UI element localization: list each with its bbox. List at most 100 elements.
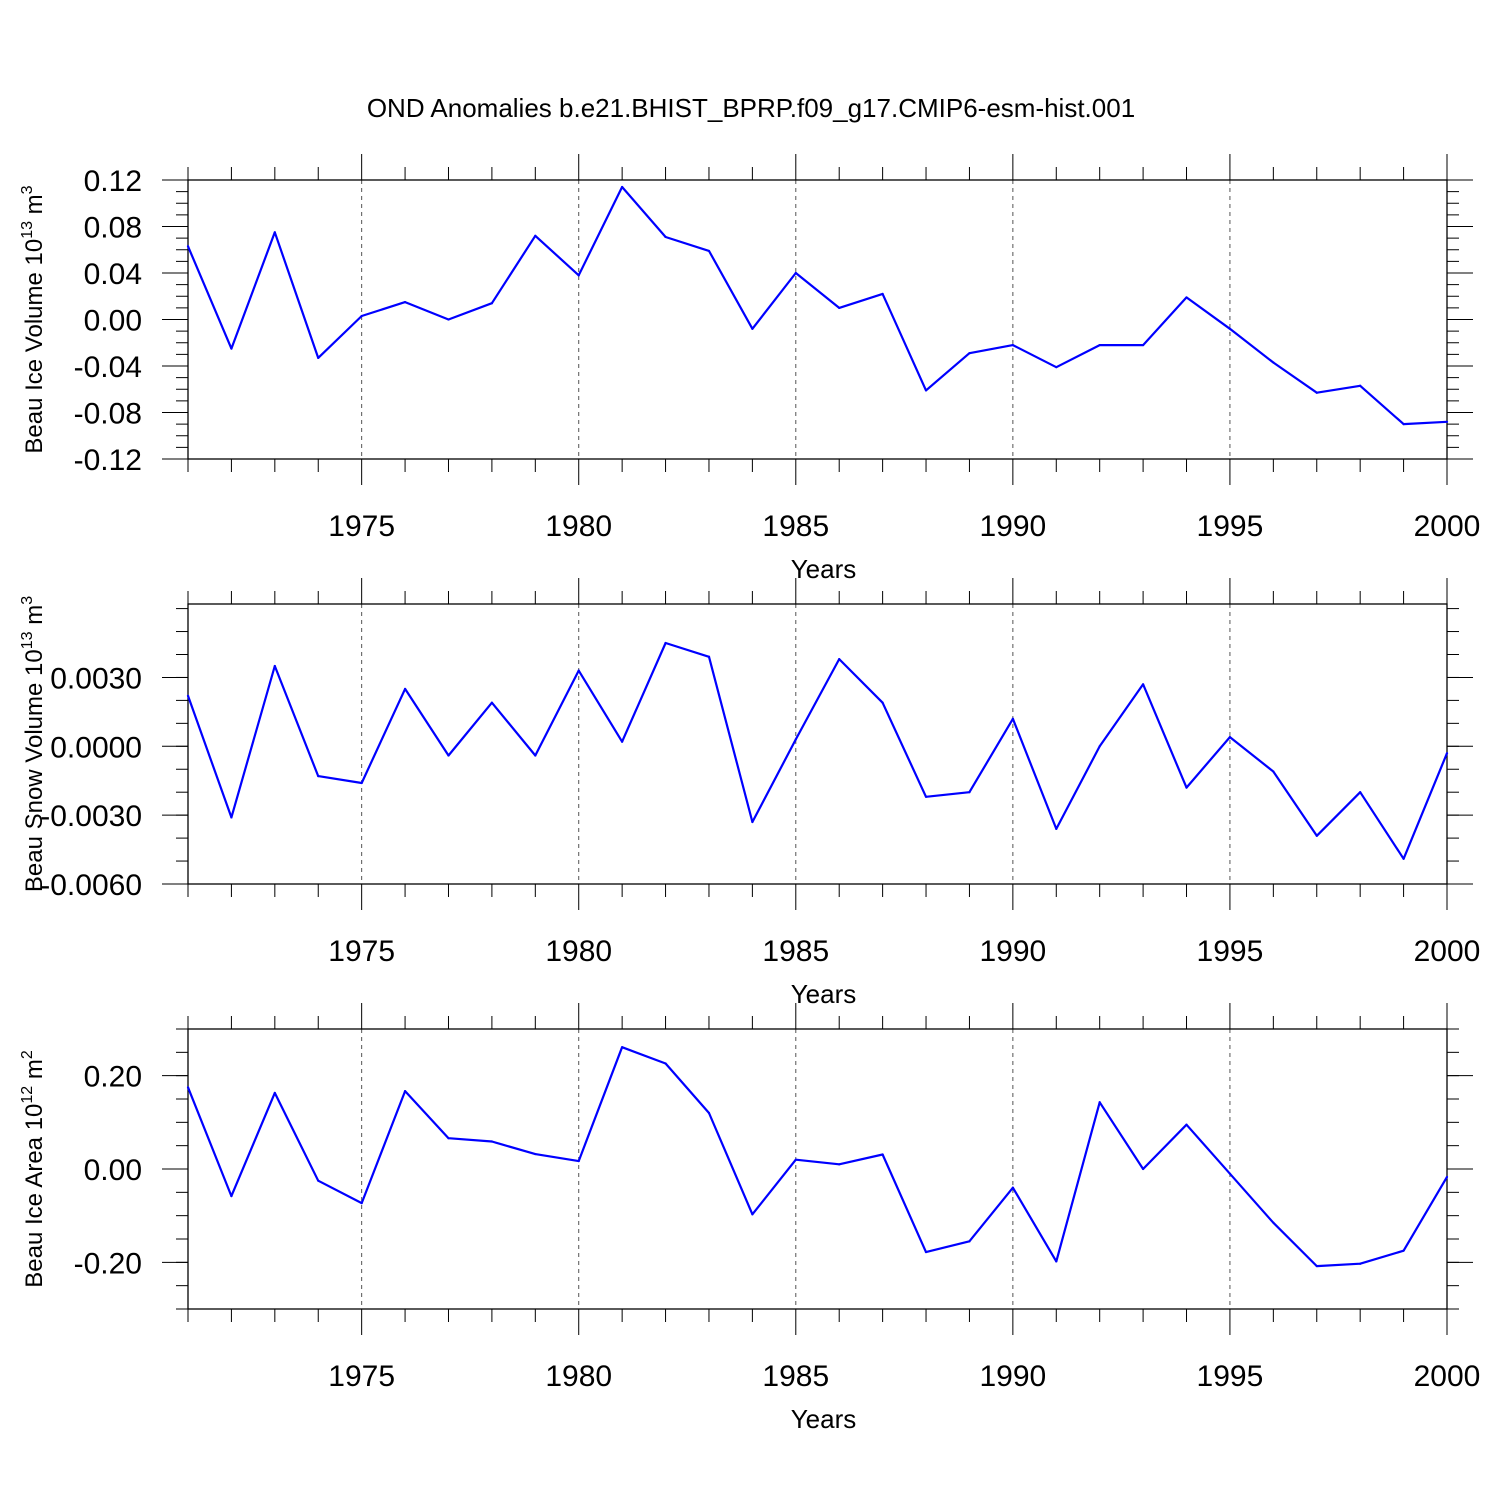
data-point bbox=[881, 292, 884, 296]
data-point bbox=[186, 1086, 190, 1089]
data-point bbox=[403, 687, 407, 691]
chart-panel-3: 1975 1980 1985 1990 1995 2000 -0.20 0.00 0.20 Yea… bbox=[19, 1003, 1480, 1434]
y-axis-label: Beau Ice Volume 1013 m3 bbox=[19, 185, 48, 453]
y-axis-label-unit: m bbox=[21, 1059, 48, 1086]
y-axis-label-exponent: 13 bbox=[19, 631, 36, 649]
data-point bbox=[1272, 361, 1275, 364]
y-axis-label: Beau Ice Area 1012 m2 bbox=[19, 1050, 48, 1288]
data-point bbox=[968, 791, 971, 794]
x-axis-label: Years bbox=[791, 979, 857, 1009]
x-tick-label: 1990 bbox=[979, 510, 1046, 543]
data-point bbox=[1142, 1167, 1145, 1171]
data-point bbox=[447, 318, 450, 321]
data-point bbox=[751, 820, 754, 824]
data-point bbox=[621, 740, 624, 743]
data-point bbox=[1055, 827, 1058, 831]
y-tick-label: 0.00 bbox=[84, 305, 142, 338]
x-tick-label: 1990 bbox=[979, 1360, 1046, 1393]
data-point bbox=[577, 274, 580, 277]
x-tick-label: 2000 bbox=[1414, 935, 1481, 968]
data-point bbox=[1445, 1175, 1449, 1179]
data-point bbox=[230, 1194, 233, 1198]
y-tick-label: 0.00 bbox=[84, 1154, 142, 1187]
data-point bbox=[273, 1091, 276, 1095]
y-axis-label-unit-exponent: 2 bbox=[19, 1050, 36, 1059]
data-point bbox=[1272, 770, 1275, 773]
y-tick-label: -0.12 bbox=[74, 444, 142, 477]
data-point bbox=[1142, 683, 1145, 686]
data-point bbox=[577, 669, 580, 672]
data-point bbox=[1402, 1249, 1405, 1252]
data-point bbox=[1185, 786, 1188, 789]
y-axis-label-unit-exponent: 3 bbox=[19, 596, 36, 605]
chart-panel-1: 1975 1980 1985 1990 1995 2000 -0.12 -0.08 -0.04 0… bbox=[19, 154, 1480, 584]
data-point bbox=[447, 754, 450, 757]
data-point bbox=[317, 356, 320, 359]
y-axis-label-text: Beau Ice Area 10 bbox=[21, 1104, 48, 1288]
y-tick-label: -0.0030 bbox=[40, 800, 142, 833]
data-point bbox=[1098, 343, 1101, 347]
y-tick-label: 0.0030 bbox=[50, 662, 142, 695]
data-point bbox=[968, 1240, 971, 1243]
y-tick-label: 0.0000 bbox=[50, 731, 142, 764]
data-point bbox=[1228, 736, 1232, 739]
data-point bbox=[360, 781, 363, 785]
data-point bbox=[403, 1089, 407, 1093]
x-tick-label: 1985 bbox=[762, 510, 829, 543]
y-axis-label-exponent: 13 bbox=[19, 221, 36, 239]
data-point bbox=[1011, 343, 1014, 347]
data-point bbox=[1185, 296, 1188, 299]
x-tick-label: 1980 bbox=[545, 935, 612, 968]
x-tick-label: 1995 bbox=[1197, 935, 1264, 968]
data-point bbox=[707, 1111, 711, 1115]
data-point bbox=[1315, 391, 1318, 394]
data-point bbox=[924, 389, 928, 392]
data-point bbox=[230, 347, 233, 350]
x-axis-label: Years bbox=[791, 1404, 857, 1434]
y-tick-label: -0.20 bbox=[74, 1247, 142, 1280]
x-tick-label: 1990 bbox=[979, 935, 1046, 968]
x-tick-label: 1975 bbox=[328, 935, 395, 968]
x-tick-label: 1975 bbox=[328, 510, 395, 543]
data-point bbox=[751, 327, 754, 330]
data-point bbox=[534, 234, 537, 237]
plot-frame bbox=[187, 603, 1448, 885]
data-point bbox=[751, 1213, 754, 1216]
y-tick-label: -0.0060 bbox=[40, 869, 142, 902]
data-point bbox=[968, 352, 971, 355]
y-tick-label: 0.20 bbox=[84, 1061, 142, 1094]
data-point bbox=[1359, 384, 1362, 387]
y-axis-label-text: Beau Ice Volume 10 bbox=[21, 239, 48, 454]
data-point bbox=[1011, 717, 1014, 720]
data-point bbox=[621, 1046, 624, 1049]
x-tick-label: 2000 bbox=[1414, 510, 1481, 543]
x-tick-label: 1985 bbox=[762, 935, 829, 968]
data-point bbox=[403, 300, 407, 304]
data-point bbox=[1359, 1262, 1362, 1265]
series-line bbox=[186, 641, 1449, 860]
data-point bbox=[273, 231, 276, 234]
data-point bbox=[447, 1137, 450, 1140]
data-point bbox=[838, 1163, 841, 1166]
data-point bbox=[1445, 420, 1449, 423]
data-point bbox=[186, 694, 190, 697]
y-axis-label: Beau Snow Volume 1013 m3 bbox=[19, 596, 48, 892]
data-point bbox=[490, 1140, 493, 1143]
chart-panels: 1975 1980 1985 1990 1995 2000 -0.12 -0.08 -0.04 0… bbox=[19, 154, 1480, 1434]
data-point bbox=[838, 306, 841, 309]
data-point bbox=[707, 655, 711, 658]
data-point bbox=[1402, 857, 1405, 860]
y-tick-label: 0.12 bbox=[84, 165, 142, 198]
data-point bbox=[1185, 1123, 1188, 1126]
data-point bbox=[490, 701, 493, 704]
data-point bbox=[794, 271, 797, 275]
data-point bbox=[881, 701, 884, 704]
data-point bbox=[1228, 1172, 1232, 1175]
data-point bbox=[1272, 1221, 1275, 1224]
plot-frame bbox=[187, 179, 1448, 460]
data-point bbox=[707, 249, 711, 253]
x-tick-label: 1980 bbox=[545, 510, 612, 543]
data-point bbox=[1315, 1264, 1318, 1268]
y-axis-label-unit-exponent: 3 bbox=[19, 185, 36, 194]
data-point bbox=[924, 1250, 928, 1254]
